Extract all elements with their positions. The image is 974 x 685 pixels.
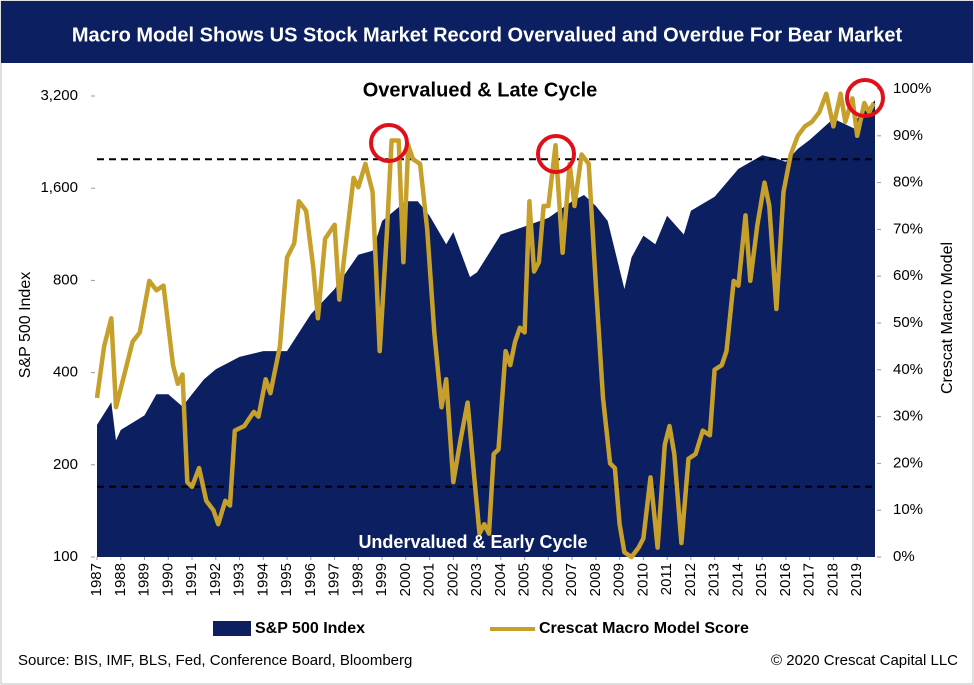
title-bar <box>1 1 973 63</box>
x-tick-label: 2009 <box>611 563 628 596</box>
x-tick-label: 1999 <box>373 563 390 596</box>
y-tick-label: 1,600 <box>40 179 78 196</box>
credit: © 2020 Crescat Capital LLC <box>771 652 958 669</box>
y2-tick-label: 100% <box>893 80 931 97</box>
x-tick-label: 2013 <box>706 563 723 596</box>
x-tick-label: 2008 <box>587 563 604 596</box>
x-tick-label: 2005 <box>516 563 533 596</box>
highlight-circle <box>369 123 409 163</box>
legend-label: S&P 500 Index <box>255 620 365 637</box>
x-tick-label: 2016 <box>777 563 794 596</box>
x-tick-label: 1992 <box>207 563 224 596</box>
x-tick-label: 2019 <box>848 563 865 596</box>
x-tick-label: 2011 <box>658 563 675 595</box>
area <box>97 100 875 557</box>
x-tick-label: 1995 <box>278 563 295 596</box>
x-tick-label: 2014 <box>729 563 746 596</box>
x-tick-label: 2003 <box>468 563 485 596</box>
chart-title: Macro Model Shows US Stock Market Record… <box>72 24 903 46</box>
x-tick-label: 2010 <box>634 563 651 596</box>
x-tick-label: 1997 <box>326 563 343 596</box>
x-tick-label: 1991 <box>183 563 200 596</box>
y2-tick-label: 0% <box>893 548 915 565</box>
x-tick-label: 1998 <box>349 563 366 596</box>
line <box>94 91 876 560</box>
highlight-circle <box>845 78 885 118</box>
y2-tick-label: 60% <box>893 267 923 284</box>
y2-tick-label: 40% <box>893 361 923 378</box>
annotation: Overvalued & Late Cycle <box>363 79 598 101</box>
y2-tick-label: 30% <box>893 408 923 425</box>
x-tick-label: 2006 <box>539 563 556 596</box>
x-tick-label: 1987 <box>88 563 105 596</box>
x-tick-label: 2000 <box>397 563 414 596</box>
annotation: Undervalued & Early Cycle <box>358 532 587 552</box>
x-tick-label: 1993 <box>230 563 247 596</box>
x-tick-label: 2012 <box>682 563 699 596</box>
x-tick-label: 1996 <box>302 563 319 596</box>
x-tick-label: 2018 <box>824 563 841 596</box>
x-tick-label: 2015 <box>753 563 770 596</box>
y2-tick-label: 90% <box>893 127 923 144</box>
legend-label: Crescat Macro Model Score <box>539 620 749 637</box>
y2-tick-label: 70% <box>893 220 923 237</box>
x-tick-label: 2017 <box>801 563 818 596</box>
x-tick-label: 2002 <box>444 563 461 596</box>
y-tick-label: 100 <box>53 548 78 565</box>
x-tick-label: 1988 <box>112 563 129 596</box>
y2-axis-title: Crescat Macro Model <box>939 242 956 394</box>
x-tick-label: 2007 <box>563 563 580 596</box>
y2-tick-label: 80% <box>893 174 923 191</box>
y-axis-title: S&P 500 Index <box>17 272 34 378</box>
x-tick-label: 1990 <box>159 563 176 596</box>
x-tick-label: 1994 <box>254 563 271 596</box>
y2-tick-label: 20% <box>893 454 923 471</box>
y-tick-label: 400 <box>53 364 78 381</box>
x-tick-label: 1989 <box>135 563 152 596</box>
y2-tick-label: 50% <box>893 314 923 331</box>
y2-tick-label: 10% <box>893 501 923 518</box>
legend-swatch <box>213 621 251 636</box>
source-note: Source: BIS, IMF, BLS, Fed, Conference B… <box>18 652 412 669</box>
plot-area: 100 200 400 800 1,600 3,200 0% 10% 20% 30% 40% 50% 6… <box>40 80 931 596</box>
y-tick-label: 200 <box>53 456 78 473</box>
y-tick-label: 3,200 <box>40 87 78 104</box>
highlight-circle <box>536 134 576 174</box>
y-tick-label: 800 <box>53 271 78 288</box>
x-tick-label: 2004 <box>492 563 509 596</box>
x-tick-label: 2001 <box>421 563 438 596</box>
